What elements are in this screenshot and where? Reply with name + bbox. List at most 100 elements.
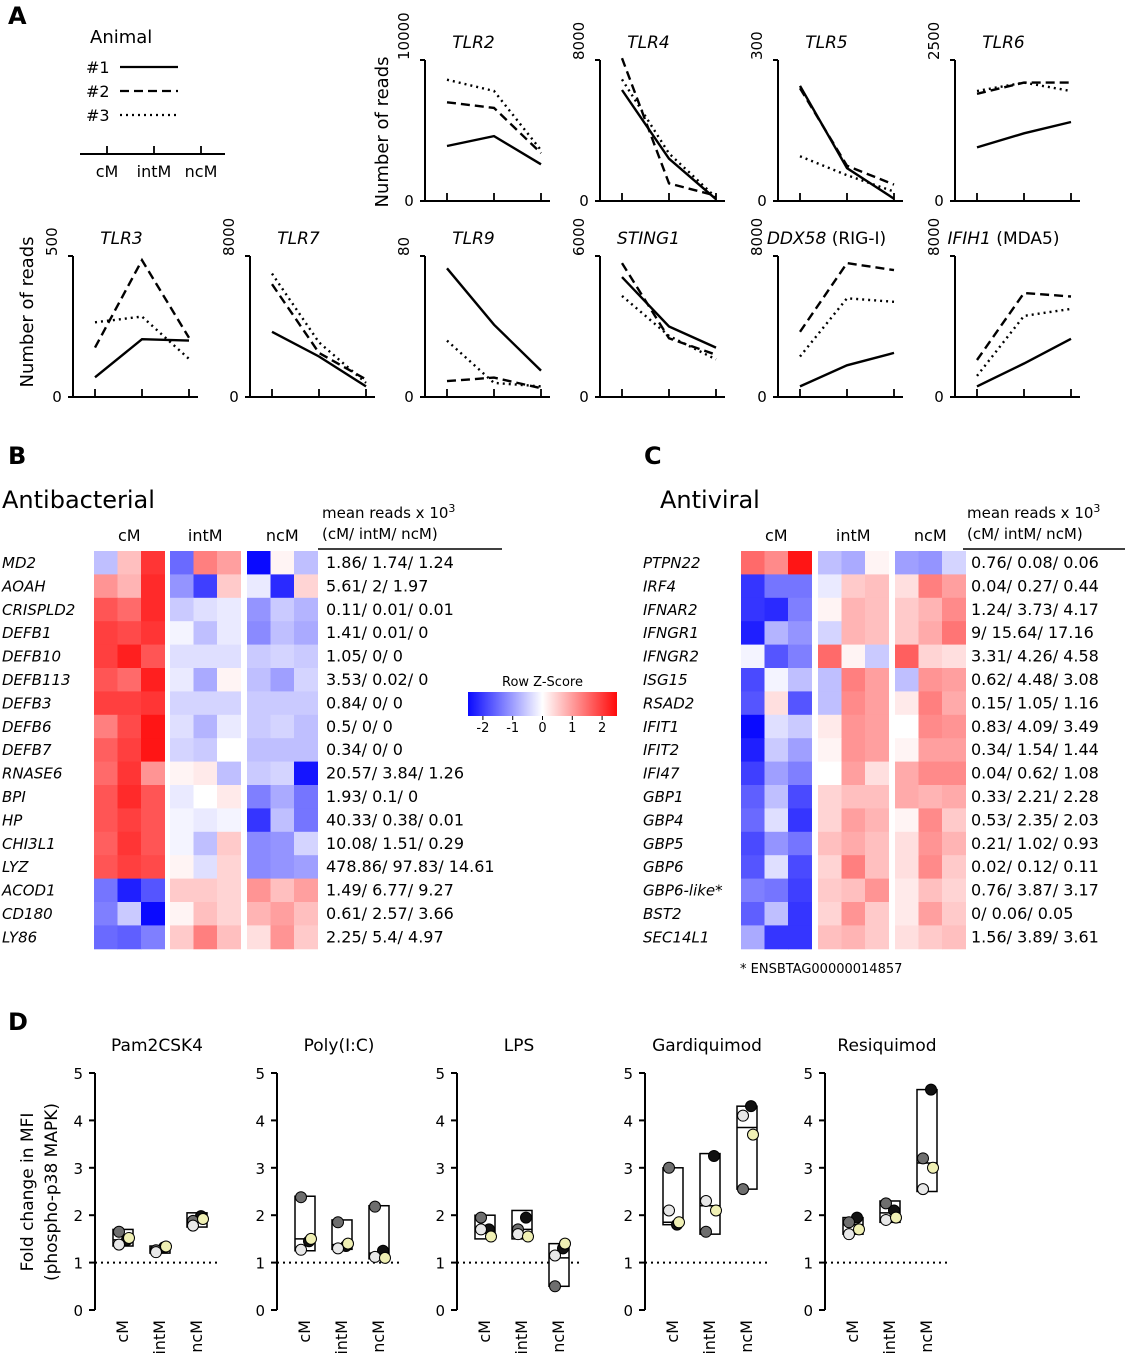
heatmap-row: SEC14L1 1.56/ 3.89/ 3.61 [643, 925, 1099, 950]
data-point [559, 1237, 571, 1250]
heatmap-cell [117, 551, 142, 575]
data-point [123, 1231, 135, 1244]
series-line-animal-1 [799, 351, 895, 388]
heatmap-cell [247, 714, 271, 739]
heatmap-cell [895, 644, 919, 669]
heatmap-cell [217, 644, 241, 669]
range-box [662, 1167, 684, 1226]
y-tick-label: 3 [73, 1160, 83, 1178]
heatmap-cell [117, 597, 142, 622]
chart-title-gene: TLR2 [452, 33, 494, 53]
heatmap-cell [841, 902, 866, 926]
heatmap-cell [94, 738, 118, 763]
heatmap-cell [193, 831, 218, 856]
heatmap-cell [247, 925, 271, 950]
heatmap-cell [764, 808, 789, 833]
heatmap-cell [193, 574, 218, 599]
heatmap-cell [841, 621, 866, 646]
gene-name: GBP4 [643, 811, 684, 829]
heatmap-cell [117, 855, 142, 880]
heatmap-cell [942, 878, 966, 903]
box-group-cm [662, 1161, 685, 1231]
mean-reads-value: 3.53/ 0.02/ 0 [326, 670, 428, 689]
y-tick-label: 0 [579, 192, 589, 210]
y-tick-label: 4 [435, 1112, 445, 1130]
y-tick-label: 4 [623, 1112, 633, 1130]
mean-header: mean reads x 103 [967, 502, 1100, 522]
mean-reads-value: 1.93/ 0.1/ 0 [326, 787, 418, 806]
heatmap-cell [294, 597, 318, 622]
legend-category: ncM [185, 162, 218, 181]
data-point [113, 1238, 125, 1251]
mean-header: mean reads x 103 [322, 502, 455, 522]
heatmap-cell [818, 597, 842, 622]
series-line-animal-1 [621, 276, 717, 349]
series-line-animal-3 [976, 307, 1072, 377]
heatmap-cell [942, 714, 966, 739]
heatmap-cell [270, 808, 295, 833]
heatmap-cell [217, 925, 241, 950]
data-point [113, 1225, 125, 1238]
heatmap-cell [294, 808, 318, 833]
mean-reads-value: 5.61/ 2/ 1.97 [326, 576, 428, 595]
heatmap-cell [94, 597, 118, 622]
x-tick-label: cM [113, 1320, 132, 1343]
heatmap-cell [818, 878, 842, 903]
heatmap-cell [294, 878, 318, 903]
heatmap-row: AOAH 5.61/ 2/ 1.97 [1, 574, 428, 599]
heatmap-cell [918, 668, 943, 692]
data-point [485, 1230, 497, 1243]
y-tick-label: 500 [43, 227, 61, 256]
heatmap-cell [193, 597, 218, 622]
gene-name: DEFB6 [2, 718, 52, 736]
heatmap-cell [865, 738, 889, 763]
heatmap-row: DEFB1 1.41/ 0.01/ 0 [2, 621, 428, 646]
heatmap-row: IRF4 0.04/ 0.27/ 0.44 [643, 574, 1099, 599]
heatmap-cell [294, 621, 318, 646]
heatmap-cell [270, 551, 295, 575]
chart-title-extra: (RIG-I) [826, 229, 886, 249]
heatmap-cell [270, 668, 295, 692]
heatmap-cell [895, 621, 919, 646]
heatmap-cell [841, 738, 866, 763]
box-group-cm [842, 1211, 865, 1241]
heatmap-cell [141, 761, 165, 786]
y-axis-label: Number of reads [17, 236, 38, 387]
series-line-animal-2 [93, 257, 191, 349]
heatmap-cell [818, 621, 842, 646]
y-tick-label: 0 [623, 1302, 633, 1320]
heatmap-cell [94, 551, 118, 575]
data-point [917, 1183, 929, 1196]
gene-name: DEFB1 [2, 624, 52, 642]
heatmap-cell [818, 855, 842, 880]
mean-reads-value: 0.15/ 1.05/ 1.16 [971, 693, 1099, 712]
heatmap-cell [918, 761, 943, 786]
heatmap-cell [788, 668, 812, 692]
heatmap-cell [841, 831, 866, 856]
heatmap-cell [294, 785, 318, 809]
heatmap-cell [247, 808, 271, 833]
heatmap-cell [170, 574, 194, 599]
colorbar-title: Row Z-Score [502, 675, 583, 690]
heatmap-cell [788, 902, 812, 926]
gene-label: DEFB113 [2, 671, 71, 689]
x-tick-label: intM [332, 1320, 351, 1353]
panel-label-d: D [8, 1008, 28, 1036]
heatmap-cell [788, 621, 812, 646]
y-tick-label: 2 [803, 1207, 813, 1225]
heatmap-cell [841, 574, 866, 599]
box-group-intm [149, 1240, 172, 1259]
y-tick-label: 0 [404, 192, 414, 210]
heatmap-cell [217, 738, 241, 763]
heatmap-cell [141, 668, 165, 692]
heatmap-cell [918, 878, 943, 903]
box-chart-poly-i-c-: Poly(I:C) 0 1 2 3 4 5 cM intM ncM [255, 1036, 401, 1353]
y-tick-label: 10000 [395, 12, 413, 60]
column-label: ncM [266, 526, 299, 545]
heatmap-cell [818, 714, 842, 739]
heatmap-cell [918, 551, 943, 575]
heatmap-cell [294, 551, 318, 575]
heatmap-cell [117, 831, 142, 856]
heatmap-cell [818, 925, 842, 950]
